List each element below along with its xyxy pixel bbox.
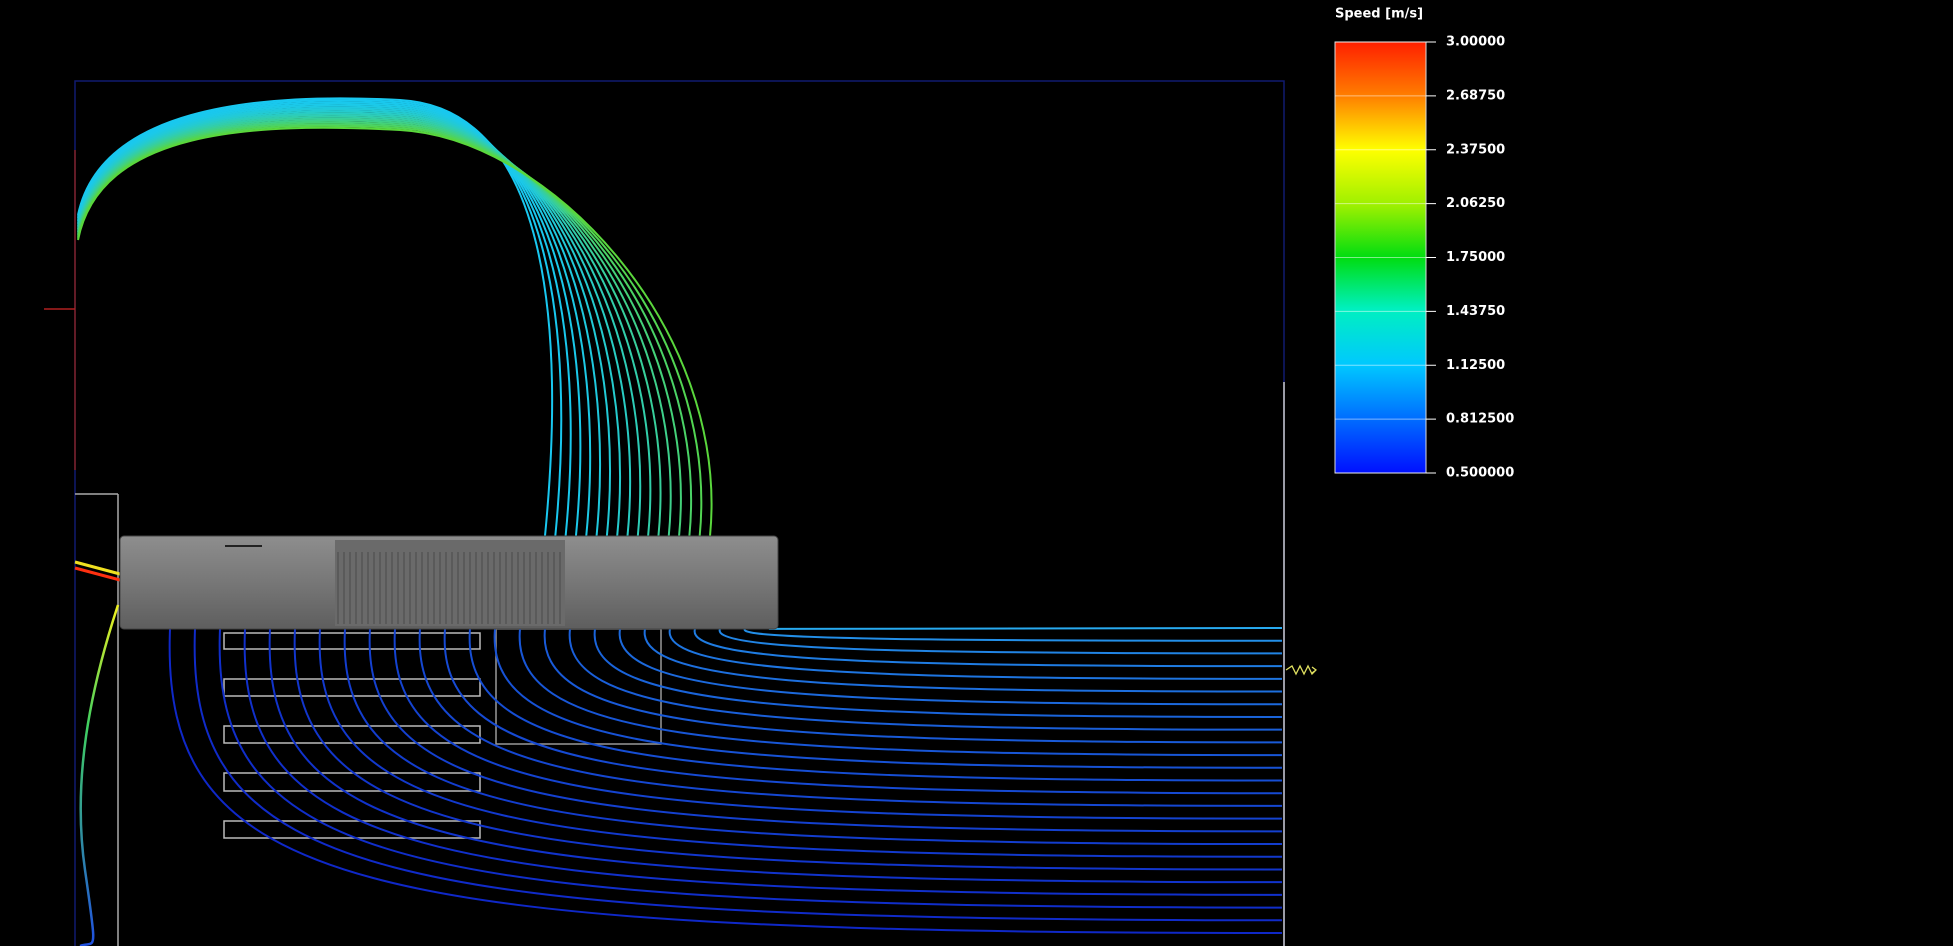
fin [223,678,481,697]
streamline [79,604,120,946]
streamline [343,628,1283,846]
legend-tick-label: 0.500000 [1446,466,1514,481]
streamline [443,628,1283,795]
streamline [77,113,642,537]
streamline [618,628,1283,706]
streamline [77,106,602,537]
streamline [568,628,1283,731]
legend-tick-label: 2.68750 [1446,88,1505,103]
streamline [77,110,621,537]
streamline [643,628,1283,693]
streamline [77,121,682,537]
legend-ticks: 3.00000 2.68750 2.37500 2.06250 1.75000 1.437… [1335,35,1514,481]
streamline [418,628,1283,807]
streamline [218,628,1283,909]
legend-tick-label: 1.43750 [1446,304,1505,319]
outlet-arrow [1285,664,1317,676]
streamline [718,628,1283,655]
streamline [693,628,1283,668]
streamline [77,124,703,537]
legend-tick-label: 1.12500 [1446,358,1505,373]
streamline [77,119,672,537]
legend-tick-label: 3.00000 [1446,35,1505,50]
streamline [468,628,1283,782]
streamline [74,566,121,582]
streamline [368,628,1283,833]
streamline [77,104,592,537]
streamline [768,627,1283,630]
streamlines [74,97,1283,946]
streamline [243,628,1283,896]
streamline [518,628,1283,757]
fin [223,772,481,792]
streamline [493,628,1283,769]
legend-title: Speed [m/s] [1335,7,1423,22]
streamline [77,97,553,537]
streamline [743,628,1283,642]
streamline [318,628,1283,858]
legend-tick-label: 0.812500 [1446,412,1514,427]
color-legend: Speed [m/s] 3.00000 2.68750 2.37500 2.06250… [1334,7,1514,481]
streamline [543,628,1283,744]
streamline [77,99,563,537]
streamline [77,123,692,537]
domain-boundary [74,80,1285,946]
streamline [668,628,1283,680]
legend-tick-label: 2.06250 [1446,196,1505,211]
streamline [77,112,632,537]
legend-tick-label: 1.75000 [1446,250,1505,265]
streamline [74,560,121,576]
fin [223,820,481,839]
heat-sink-block [119,535,779,630]
streamline [77,108,611,537]
streamline [293,628,1283,871]
streamline [77,115,652,537]
streamline [77,101,572,537]
streamline [77,117,662,537]
streamline [77,126,713,537]
streamline [193,628,1283,922]
streamline [168,628,1283,934]
legend-tick-label: 2.37500 [1446,142,1505,157]
streamline [393,628,1283,820]
streamline [77,102,582,537]
fin [223,632,481,650]
streamline [268,628,1283,884]
block-fin-lines [337,552,561,624]
streamline [593,628,1283,718]
